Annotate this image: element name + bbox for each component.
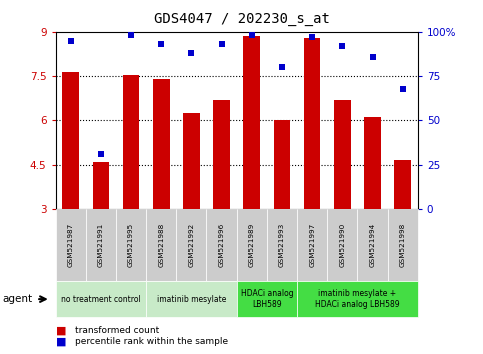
Text: imatinib mesylate: imatinib mesylate (156, 295, 226, 304)
Bar (364, 118, 381, 209)
Text: GSM521997: GSM521997 (309, 223, 315, 267)
Bar (93, 162, 109, 209)
Text: GSM521990: GSM521990 (340, 223, 345, 267)
Text: GDS4047 / 202230_s_at: GDS4047 / 202230_s_at (154, 12, 329, 27)
Bar (243, 36, 260, 209)
Text: GSM521987: GSM521987 (68, 223, 73, 267)
Point (369, 54, 376, 59)
Text: ■: ■ (56, 326, 66, 336)
Point (157, 41, 165, 47)
Point (399, 86, 407, 91)
Text: ■: ■ (56, 337, 66, 347)
Text: GSM521994: GSM521994 (369, 223, 375, 267)
Text: percentile rank within the sample: percentile rank within the sample (75, 337, 228, 346)
Bar (274, 120, 290, 209)
Point (339, 43, 346, 49)
Bar (123, 75, 139, 209)
Point (218, 41, 226, 47)
Point (187, 50, 195, 56)
Bar (395, 160, 411, 209)
Text: agent: agent (2, 294, 32, 304)
Point (278, 64, 286, 70)
Text: imatinib mesylate +
HDACi analog LBH589: imatinib mesylate + HDACi analog LBH589 (315, 290, 400, 309)
Point (308, 34, 316, 40)
Bar (62, 72, 79, 209)
Text: GSM521993: GSM521993 (279, 223, 285, 267)
Text: transformed count: transformed count (75, 326, 159, 336)
Text: GSM521996: GSM521996 (219, 223, 225, 267)
Text: GSM521998: GSM521998 (400, 223, 406, 267)
Text: GSM521989: GSM521989 (249, 223, 255, 267)
Bar (213, 100, 230, 209)
Bar (183, 113, 199, 209)
Point (248, 33, 256, 38)
Text: HDACi analog
LBH589: HDACi analog LBH589 (241, 290, 293, 309)
Bar (334, 100, 351, 209)
Point (127, 33, 135, 38)
Bar (304, 38, 320, 209)
Bar (153, 79, 170, 209)
Text: GSM521992: GSM521992 (188, 223, 194, 267)
Text: GSM521991: GSM521991 (98, 223, 104, 267)
Point (97, 151, 105, 157)
Point (67, 38, 74, 44)
Text: GSM521995: GSM521995 (128, 223, 134, 267)
Text: no treatment control: no treatment control (61, 295, 141, 304)
Text: GSM521988: GSM521988 (158, 223, 164, 267)
